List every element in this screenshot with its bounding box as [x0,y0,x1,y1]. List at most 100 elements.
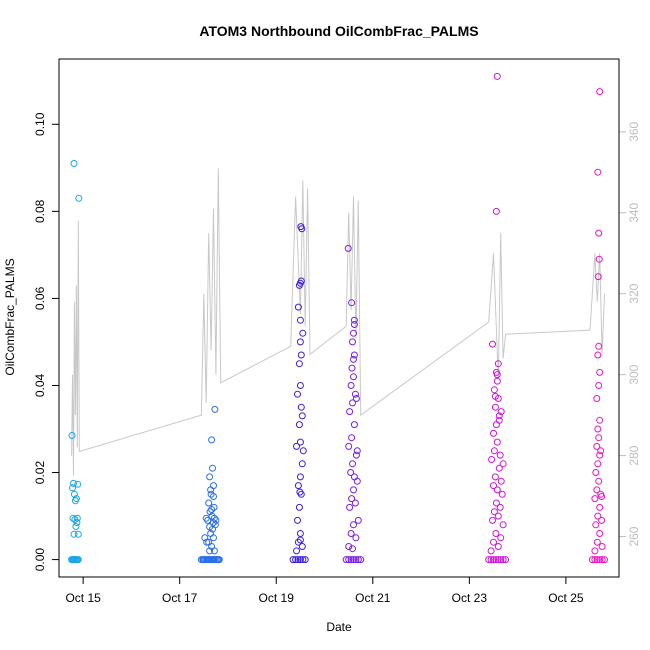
x-tick-label: Oct 15 [65,591,101,605]
data-point [70,490,78,498]
data-point [595,434,603,442]
data-point [293,442,300,450]
data-point [594,351,602,359]
data-point [491,473,499,481]
data-point [207,490,215,498]
data-point [210,482,217,490]
data-point [596,368,604,376]
data-point [69,514,77,522]
data-point [299,556,307,564]
data-point [296,338,304,346]
data-point [299,447,307,455]
data-point [210,534,217,542]
data-point [296,279,304,287]
data-point [588,556,596,564]
data-point [342,556,350,564]
data-point [208,506,216,513]
data-point [352,534,360,542]
data-point [345,442,353,450]
data-point [345,543,353,550]
plot-frame [58,58,620,578]
data-point [210,519,217,527]
data-point [296,382,304,389]
data-point [493,377,501,385]
data-point [294,303,302,311]
data-point [296,316,304,324]
data-point [299,329,307,337]
data-point [346,503,354,511]
data-point [347,530,355,537]
scatter-points-layer [68,72,608,564]
y-tick-label: 0.10 [33,112,47,136]
data-point [298,460,306,468]
data-point [350,329,357,337]
data-point [490,508,498,516]
data-point [346,408,354,416]
data-point [352,451,360,459]
data-point [298,543,306,550]
y-tick-label: 0.02 [33,461,47,485]
data-point [593,538,601,546]
data-point [350,373,357,381]
data-point [348,434,356,442]
data-point [593,486,601,494]
data-point [202,514,210,522]
data-point [354,556,362,564]
data-point [347,556,355,564]
x-tick-label: Oct 21 [355,591,391,605]
data-point [210,514,218,522]
data-point [591,495,599,503]
data-point [294,516,301,524]
data-point [208,436,216,444]
data-point [70,479,77,487]
y-tick-label: 0.08 [33,199,47,223]
data-point [592,521,600,529]
data-point [487,556,495,564]
data-point [495,464,503,472]
x-tick-label: Oct 17 [162,591,198,605]
data-point [354,516,362,524]
data-point [594,512,602,520]
data-point [593,442,601,450]
data-point [203,538,211,546]
data-point [74,556,82,564]
data-point [497,408,505,416]
data-point [591,547,599,555]
data-point [492,530,500,537]
data-point [596,88,604,96]
data-point [296,530,304,537]
data-point [74,530,82,538]
data-point [489,516,496,524]
data-point [72,523,80,530]
data-point [495,412,503,420]
data-point [345,556,353,564]
data-point [296,536,304,544]
data-point [69,484,76,492]
data-point [348,364,356,372]
data-point [350,351,358,359]
data-point [490,538,497,546]
data-point [293,547,300,555]
data-point [297,403,305,411]
data-point [596,416,604,424]
data-point [499,521,507,529]
data-point [493,486,501,494]
data-point [70,160,78,167]
secondary-series-line [71,168,605,476]
series-flight2 [197,405,223,564]
data-point [75,194,83,202]
data-point [296,556,304,564]
series-flight4 [342,244,365,564]
y-tick-label: 0.00 [33,548,47,572]
data-point [494,360,502,368]
data-point [210,493,217,500]
data-point [350,321,358,328]
data-point [350,473,358,481]
data-point [296,473,304,481]
data-point [497,534,505,542]
series-flight5 [485,72,510,564]
data-point [298,412,306,420]
data-point [594,460,602,468]
x-tick-label: Oct 23 [452,591,488,605]
data-point [492,421,500,429]
